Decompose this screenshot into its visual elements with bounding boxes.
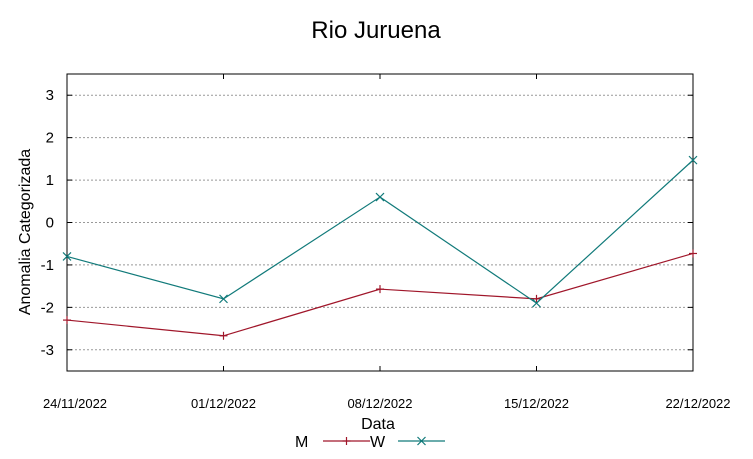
legend-label-w: W bbox=[370, 434, 386, 451]
data-point-w bbox=[219, 294, 228, 304]
y-tick-label: 2 bbox=[46, 130, 54, 147]
x-tick-label: 24/11/2022 bbox=[43, 396, 107, 411]
series-line-w bbox=[66, 159, 694, 304]
x-axis-label: Data bbox=[361, 416, 395, 433]
y-axis-label: Anomalia Categorizada bbox=[17, 149, 34, 315]
y-axis: 3 2 1 0 -1 -2 -3 bbox=[41, 87, 693, 359]
grid-layer bbox=[67, 94, 693, 351]
series-line-m bbox=[66, 252, 694, 337]
x-tick-label: 01/12/2022 bbox=[191, 396, 256, 411]
data-point-w bbox=[688, 155, 698, 165]
y-tick-label: -2 bbox=[41, 299, 54, 316]
y-tick-label: 3 bbox=[46, 87, 54, 104]
x-axis: 24/11/2022 01/12/2022 08/12/2022 15/12/2022… bbox=[43, 74, 731, 411]
chart-title: Rio Juruena bbox=[311, 17, 441, 44]
y-tick-label: -1 bbox=[41, 257, 54, 274]
legend-marker-w bbox=[417, 436, 426, 446]
data-point-m bbox=[532, 294, 541, 303]
data-point-m bbox=[63, 316, 71, 325]
y-tick-label: 0 bbox=[46, 215, 54, 232]
x-tick-label: 08/12/2022 bbox=[347, 396, 412, 411]
y-tick-label: 1 bbox=[46, 172, 54, 189]
y-tick-label: -3 bbox=[41, 342, 54, 359]
data-point-w bbox=[62, 252, 72, 261]
data-point-m bbox=[219, 331, 228, 340]
data-point-w bbox=[532, 298, 541, 308]
legend-label-m: M bbox=[295, 434, 308, 451]
data-point-m bbox=[689, 249, 697, 258]
data-point-m bbox=[376, 285, 384, 294]
x-tick-label: 22/12/2022 bbox=[665, 396, 730, 411]
data-point-w bbox=[375, 192, 385, 202]
legend-marker-m bbox=[342, 437, 351, 445]
x-tick-label: 15/12/2022 bbox=[504, 396, 569, 411]
series-layer bbox=[62, 155, 698, 340]
